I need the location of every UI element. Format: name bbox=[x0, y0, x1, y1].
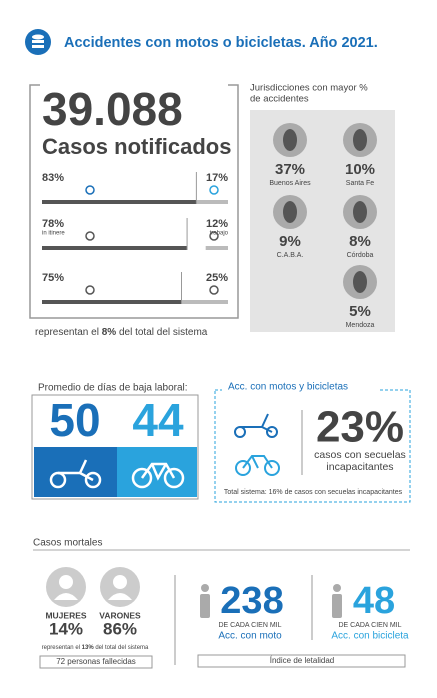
province-pct: 10% bbox=[345, 161, 375, 178]
province-name: C.A.B.A. bbox=[277, 252, 304, 259]
header: Accidentes con motos o bicicletas. Año 2… bbox=[25, 29, 378, 55]
title: Accidentes con motos o bicicletas. Año 2… bbox=[64, 35, 378, 51]
icon bbox=[209, 285, 219, 295]
bar-left bbox=[42, 246, 188, 250]
moto-index: 238 bbox=[220, 580, 283, 622]
right-pct: 12% bbox=[206, 218, 228, 230]
province-shape bbox=[283, 201, 297, 223]
icon bbox=[85, 285, 95, 295]
province-shape bbox=[353, 201, 367, 223]
deaths-title: Casos mortales bbox=[33, 538, 102, 549]
per-text: DE CADA CIEN MIL bbox=[218, 622, 281, 629]
right-note: trabajo bbox=[210, 231, 229, 237]
province-pct: 9% bbox=[279, 233, 301, 250]
bar-left bbox=[42, 200, 197, 204]
right-pct: 25% bbox=[206, 272, 228, 284]
icon bbox=[209, 185, 219, 195]
deaths-panel: Casos mortales MUJERES 14% VARONES 86% r… bbox=[33, 538, 410, 669]
sequelae-panel: Acc. con motos y bicicletas 23% casos co… bbox=[214, 381, 411, 503]
deaths-count: 72 personas fallecidas bbox=[56, 657, 136, 666]
icons bbox=[234, 413, 280, 476]
leave-panel: Promedio de días de baja laboral: 50 44 bbox=[31, 383, 199, 500]
bar-right bbox=[181, 300, 228, 304]
cases-note: representan el 8% del total del sistema bbox=[35, 327, 208, 338]
jurisdictions-panel: Jurisdicciones con mayor % de accidentes… bbox=[250, 83, 395, 332]
note-pct: 13% bbox=[82, 645, 95, 651]
sequelae-text: incapacitantes bbox=[326, 461, 393, 473]
cases-panel: 39.088 Casos notificados representan el … bbox=[29, 83, 239, 338]
province-pct: 8% bbox=[349, 233, 371, 250]
note-text: del total del sistema bbox=[116, 327, 208, 338]
note-text: representan el bbox=[42, 645, 82, 651]
province-name: Buenos Aires bbox=[269, 180, 311, 187]
left-note: in itinere bbox=[42, 231, 65, 237]
icon bbox=[209, 231, 219, 241]
women-pct: 14% bbox=[49, 619, 83, 638]
leave-title: Promedio de días de baja laboral: bbox=[38, 383, 188, 394]
sequelae-text: casos con secuelas bbox=[314, 449, 406, 461]
note-text: del total del sistema bbox=[94, 645, 149, 651]
province-shape bbox=[283, 129, 297, 151]
cases-label: Casos notificados bbox=[42, 134, 231, 159]
jurisdictions-title: Jurisdicciones con mayor % bbox=[250, 83, 368, 94]
left-pct: 75% bbox=[42, 272, 64, 284]
women-label: MUJERES bbox=[45, 610, 86, 620]
icons bbox=[200, 584, 342, 618]
per-text: DE CADA CIEN MIL bbox=[338, 622, 401, 629]
note-pct: 8% bbox=[102, 327, 117, 338]
bar-left bbox=[42, 300, 182, 304]
sequelae-note: Total sistema: 16% de casos con secuelas… bbox=[224, 489, 403, 496]
note-text: representan el bbox=[35, 327, 102, 338]
leave-moto: 50 bbox=[49, 394, 100, 446]
index-label: Índice de letalidad bbox=[270, 656, 335, 665]
province-name: Córdoba bbox=[347, 252, 374, 259]
province-name: Santa Fe bbox=[346, 180, 375, 187]
province-shape bbox=[353, 129, 367, 151]
left-pct: 83% bbox=[42, 172, 64, 184]
total-cases: 39.088 bbox=[42, 83, 183, 135]
moto-label: Acc. con moto bbox=[218, 631, 282, 642]
sequelae-pct: 23% bbox=[316, 403, 404, 452]
icon bbox=[85, 231, 95, 241]
bike-label: Acc. con bicicleta bbox=[331, 631, 409, 642]
icon bbox=[85, 185, 95, 195]
bar-right bbox=[196, 200, 228, 204]
province-pct: 5% bbox=[349, 303, 371, 320]
deaths-note: representan el 13% del total del sistema bbox=[42, 645, 149, 651]
bike-index: 48 bbox=[353, 580, 395, 622]
right-pct: 17% bbox=[206, 172, 228, 184]
men-pct: 86% bbox=[103, 619, 137, 638]
jurisdictions-title: de accidentes bbox=[250, 94, 309, 105]
left-pct: 78% bbox=[42, 218, 64, 230]
sequelae-title: Acc. con motos y bicicletas bbox=[228, 382, 348, 393]
province-shape bbox=[353, 271, 367, 293]
province-name: Mendoza bbox=[346, 322, 375, 329]
leave-bike: 44 bbox=[132, 394, 184, 446]
icons bbox=[49, 459, 185, 489]
bar-right bbox=[205, 246, 228, 250]
men-label: VARONES bbox=[99, 610, 141, 620]
province-pct: 37% bbox=[275, 161, 305, 178]
